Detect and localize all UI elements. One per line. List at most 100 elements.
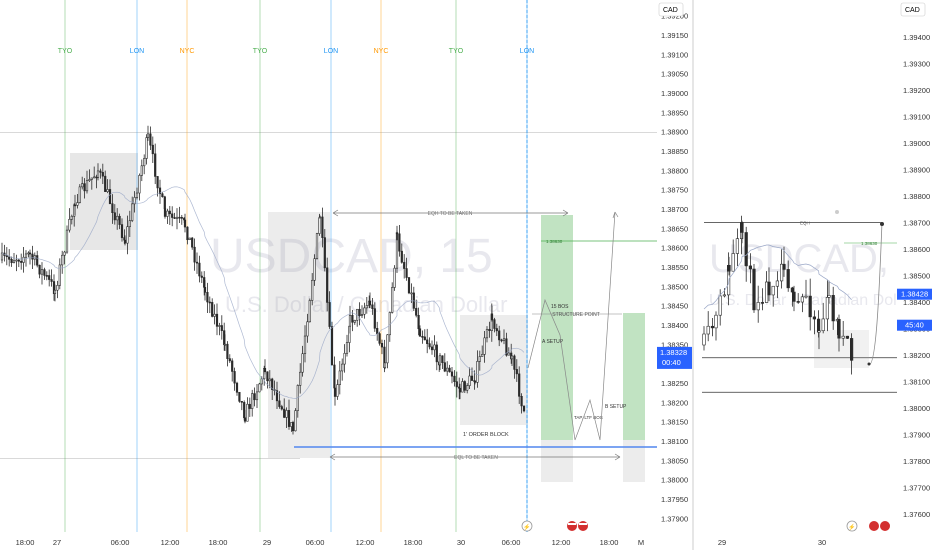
candle bbox=[837, 314, 841, 352]
candle bbox=[220, 315, 223, 340]
candle bbox=[410, 283, 413, 303]
session-label-tyo: TYO bbox=[253, 48, 268, 55]
projection-path bbox=[527, 211, 616, 441]
price-tick: 1.39050 bbox=[661, 70, 688, 79]
candle bbox=[433, 335, 436, 358]
time-axis bbox=[0, 532, 692, 550]
candle bbox=[128, 210, 131, 238]
candle bbox=[83, 178, 86, 199]
candle bbox=[498, 325, 501, 347]
flag-icon-us[interactable] bbox=[567, 521, 577, 531]
time-tick: 12:00 bbox=[161, 538, 180, 547]
flash-icon-glyph: ⚡ bbox=[848, 523, 855, 531]
candle bbox=[183, 213, 187, 233]
candle bbox=[483, 330, 486, 363]
candle bbox=[108, 179, 112, 205]
candle bbox=[421, 330, 424, 344]
candle bbox=[93, 166, 96, 179]
candle bbox=[386, 334, 389, 369]
candle bbox=[133, 191, 136, 213]
right-chart-pane[interactable]: USDCAD, 1hU.S. Dollar / Canadian DollarE… bbox=[694, 0, 932, 550]
candle bbox=[198, 255, 201, 283]
left-chart-pane[interactable]: USDCAD, 15 U.S. Dollar / Canadian Dollar T… bbox=[0, 0, 692, 550]
time-tick: 18:00 bbox=[600, 538, 619, 547]
flash-icon[interactable] bbox=[521, 520, 533, 532]
candle bbox=[151, 136, 154, 164]
candle bbox=[378, 331, 381, 346]
candle bbox=[58, 258, 61, 290]
candle bbox=[251, 389, 254, 417]
candle bbox=[113, 204, 116, 225]
candle bbox=[275, 381, 279, 409]
candle bbox=[426, 328, 429, 354]
candle bbox=[376, 321, 379, 341]
currency-badge-box bbox=[658, 2, 684, 17]
candle bbox=[208, 296, 211, 314]
candle bbox=[306, 313, 309, 343]
candle bbox=[143, 154, 146, 175]
candle bbox=[193, 238, 196, 271]
candle bbox=[255, 384, 259, 408]
candle bbox=[38, 264, 41, 279]
candle bbox=[476, 350, 479, 388]
candle bbox=[8, 249, 11, 267]
candle bbox=[96, 163, 100, 181]
price-tick: 1.38950 bbox=[661, 108, 688, 117]
time-tick: 12:00 bbox=[552, 538, 571, 547]
right-chart-canvas[interactable]: USDCAD, 1hU.S. Dollar / Canadian DollarE… bbox=[694, 0, 932, 550]
candle bbox=[786, 260, 790, 292]
candle bbox=[430, 340, 434, 355]
time-tick: 06:00 bbox=[502, 538, 521, 547]
currency-badge: CAD bbox=[663, 7, 678, 14]
candle bbox=[780, 249, 784, 289]
candle bbox=[706, 311, 710, 342]
candle bbox=[90, 177, 93, 190]
time-tick: 29 bbox=[718, 538, 726, 547]
info-dot[interactable] bbox=[835, 210, 839, 214]
left-chart-canvas[interactable]: USDCAD, 15 U.S. Dollar / Canadian Dollar T… bbox=[0, 0, 692, 550]
candle bbox=[50, 269, 53, 287]
time-tick: 06:00 bbox=[306, 538, 325, 547]
time-tick: 12:00 bbox=[356, 538, 375, 547]
candle bbox=[168, 205, 171, 225]
flag-icon-us[interactable] bbox=[869, 521, 879, 531]
long-setup-b-zone bbox=[623, 313, 645, 440]
candle bbox=[33, 252, 36, 266]
candle bbox=[468, 367, 471, 390]
candle bbox=[435, 341, 438, 371]
price-tick: 1.39100 bbox=[661, 50, 688, 59]
candle bbox=[470, 367, 474, 381]
candle bbox=[248, 397, 251, 417]
flash-icon-glyph: ⚡ bbox=[523, 523, 530, 531]
target-label: 1.38630 bbox=[546, 239, 563, 244]
candle bbox=[203, 280, 207, 301]
candle bbox=[363, 302, 366, 319]
candle bbox=[393, 265, 396, 291]
price-tick: 1.38900 bbox=[661, 128, 688, 137]
flag-icon-us-2[interactable] bbox=[578, 521, 588, 531]
flag-icon-us-2[interactable] bbox=[880, 521, 890, 531]
current-price-tag bbox=[657, 346, 692, 369]
price-tick: 1.38400 bbox=[661, 321, 688, 330]
candle bbox=[206, 282, 209, 314]
price-tick: 1.38150 bbox=[661, 418, 688, 427]
candle bbox=[10, 256, 13, 267]
candle bbox=[120, 218, 124, 242]
eqh-label: EQH TO BE TAKEN bbox=[428, 211, 473, 217]
candle bbox=[827, 280, 831, 304]
candle bbox=[466, 383, 469, 394]
time-tick: 18:00 bbox=[209, 538, 228, 547]
candle bbox=[294, 408, 297, 432]
price-axis bbox=[657, 0, 692, 550]
projection-arrowhead bbox=[612, 211, 619, 219]
candle bbox=[118, 213, 121, 230]
candle bbox=[782, 246, 786, 277]
pane-divider[interactable] bbox=[692, 0, 694, 550]
candle bbox=[258, 382, 261, 393]
price-tick: 1.38750 bbox=[661, 186, 688, 195]
price-tick: 1.39200 bbox=[903, 86, 930, 95]
candle bbox=[28, 249, 32, 265]
flash-icon[interactable] bbox=[846, 520, 858, 532]
candle bbox=[428, 337, 431, 350]
candle bbox=[158, 179, 162, 204]
